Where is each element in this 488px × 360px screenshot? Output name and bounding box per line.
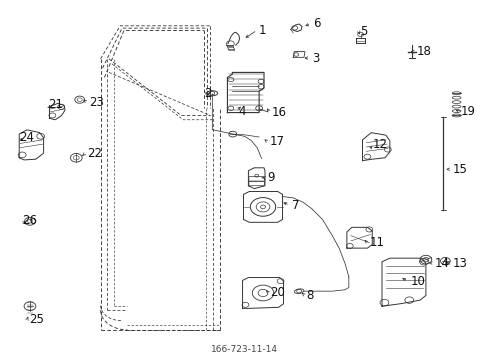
Text: 23: 23 <box>89 96 104 109</box>
Text: 11: 11 <box>368 236 384 249</box>
Text: 16: 16 <box>271 106 286 119</box>
Text: 20: 20 <box>270 286 285 299</box>
Text: 3: 3 <box>311 51 319 64</box>
Text: 7: 7 <box>291 199 299 212</box>
Text: 12: 12 <box>371 138 386 151</box>
Text: 13: 13 <box>451 257 466 270</box>
Text: 25: 25 <box>29 313 44 327</box>
Text: 18: 18 <box>416 45 431 58</box>
Text: 6: 6 <box>313 17 320 30</box>
Text: 4: 4 <box>238 105 245 118</box>
Text: 9: 9 <box>266 171 274 184</box>
Text: 8: 8 <box>306 289 313 302</box>
Text: 26: 26 <box>22 214 37 227</box>
Text: 2: 2 <box>204 87 212 100</box>
Text: 22: 22 <box>87 147 102 160</box>
Text: 14: 14 <box>434 257 449 270</box>
Text: 21: 21 <box>48 98 63 111</box>
Text: 19: 19 <box>460 105 475 118</box>
Text: 1: 1 <box>259 24 266 37</box>
Text: 15: 15 <box>452 163 467 176</box>
Text: 24: 24 <box>19 131 34 144</box>
Text: 10: 10 <box>409 275 424 288</box>
Text: 17: 17 <box>269 135 285 148</box>
Text: 166-723-11-14: 166-723-11-14 <box>210 346 278 355</box>
Text: 5: 5 <box>360 25 367 38</box>
